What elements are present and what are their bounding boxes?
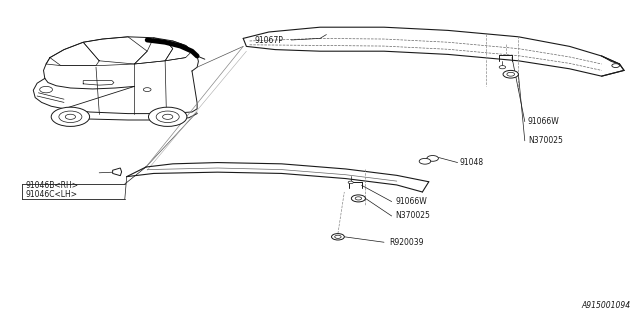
Circle shape (156, 111, 179, 123)
Text: 91048: 91048 (460, 158, 484, 167)
Circle shape (40, 86, 52, 93)
Circle shape (143, 88, 151, 92)
Circle shape (612, 64, 620, 68)
Circle shape (499, 66, 506, 69)
Text: 91046B<RH>: 91046B<RH> (26, 181, 79, 190)
Text: R920039: R920039 (389, 238, 424, 247)
Text: 91066W: 91066W (396, 197, 428, 206)
Circle shape (148, 107, 187, 126)
Circle shape (351, 195, 365, 202)
Circle shape (59, 111, 82, 123)
Circle shape (427, 156, 438, 161)
Circle shape (507, 72, 515, 76)
Circle shape (503, 70, 518, 78)
Text: 91067P: 91067P (254, 36, 283, 45)
Text: 91046C<LH>: 91046C<LH> (26, 190, 77, 199)
Circle shape (419, 158, 431, 164)
Polygon shape (113, 168, 122, 176)
Circle shape (163, 114, 173, 119)
Circle shape (355, 197, 362, 200)
Text: N370025: N370025 (528, 136, 563, 145)
Text: N370025: N370025 (396, 212, 430, 220)
Circle shape (348, 181, 353, 184)
Text: 91066W: 91066W (528, 117, 560, 126)
Circle shape (332, 234, 344, 240)
Circle shape (51, 107, 90, 126)
Circle shape (65, 114, 76, 119)
Text: A915001094: A915001094 (581, 301, 630, 310)
Circle shape (335, 235, 341, 238)
